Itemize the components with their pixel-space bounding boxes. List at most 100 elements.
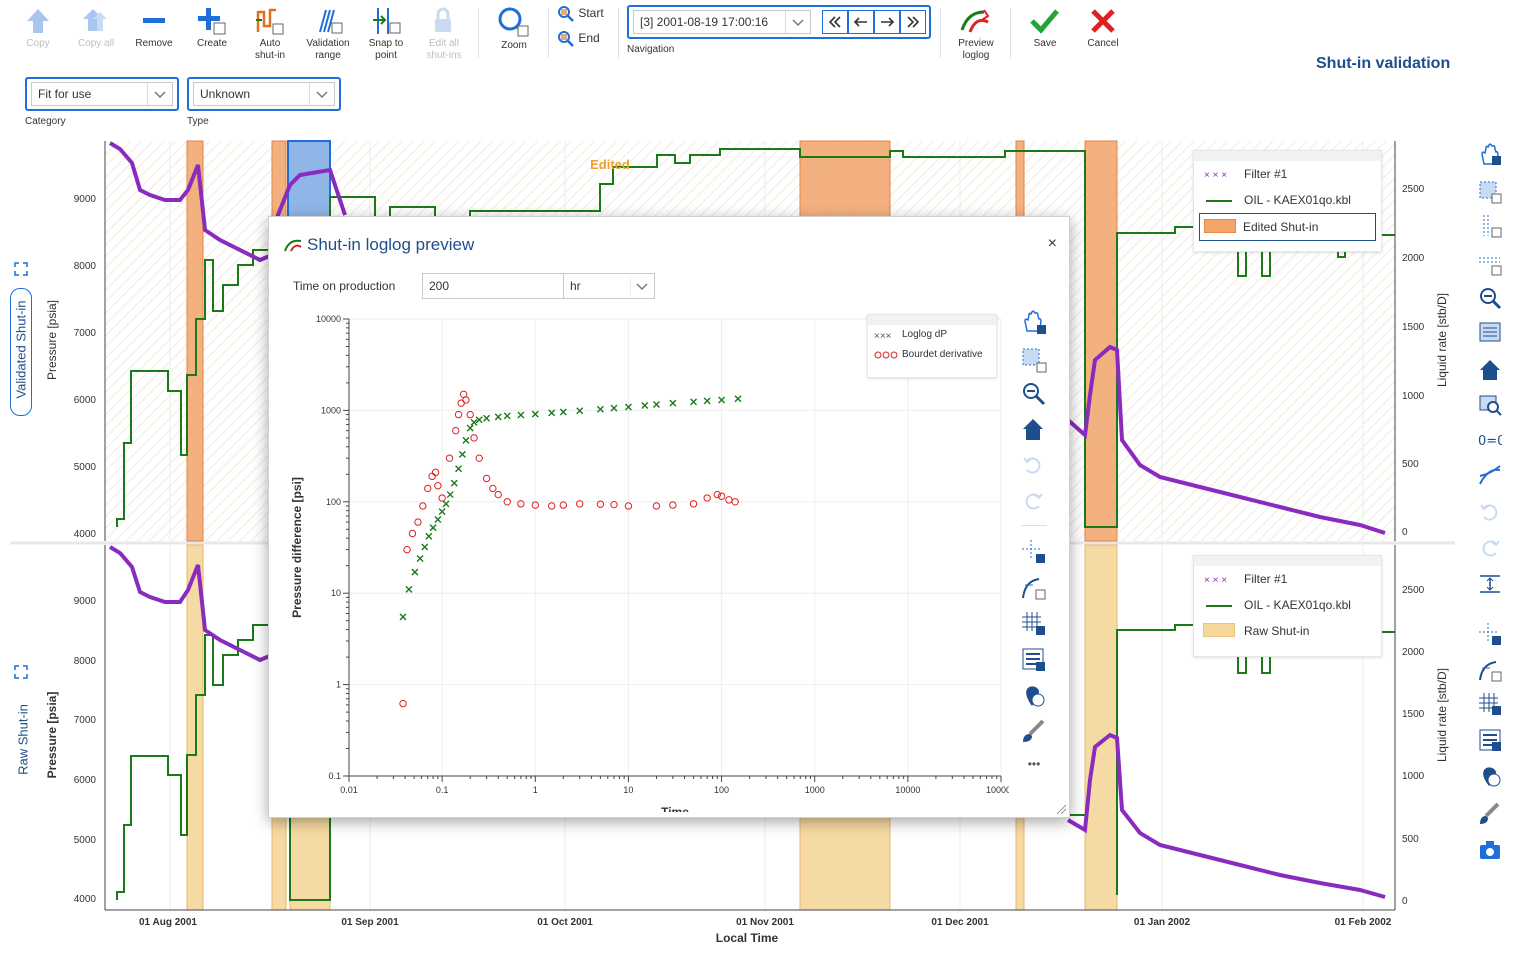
undo-icon[interactable] [1021, 453, 1047, 479]
raw-shutin-label[interactable]: Raw Shut-in [15, 704, 31, 775]
navigation-dropdown[interactable]: [3] 2001-08-19 17:00:16 [633, 10, 811, 34]
loglog-dp-point [429, 524, 437, 532]
home-icon[interactable] [1478, 358, 1502, 382]
lock-icon [435, 7, 451, 32]
snap-to-point-button[interactable]: Snap to point [358, 6, 414, 62]
validation-range-button[interactable]: Validation range [300, 6, 356, 62]
bourdet-point [399, 699, 407, 708]
edit-all-shutins-button[interactable]: Edit all shut-ins [416, 6, 472, 62]
span-icon[interactable] [1478, 572, 1502, 596]
zoom-end-button[interactable]: End [557, 30, 600, 48]
y-tick: 8000 [74, 656, 97, 667]
close-icon[interactable]: × [1047, 235, 1057, 252]
minus-icon [143, 18, 165, 23]
loglog-dp-point [442, 500, 450, 508]
brush-icon[interactable] [1021, 719, 1047, 745]
legend-item-raw-shutin[interactable]: Raw Shut-in [1194, 618, 1381, 644]
copy-all-button[interactable]: Copy all [68, 6, 124, 50]
bourdet-point [424, 484, 432, 493]
loglog-dp-point [425, 532, 433, 540]
swatch-icon [1203, 623, 1235, 637]
crosshair-icon[interactable] [1021, 539, 1047, 565]
home-icon[interactable] [1021, 417, 1047, 443]
legend-item-filter[interactable]: × × × Filter #1 [1204, 167, 1288, 181]
time-on-production-input[interactable]: 200 [422, 273, 565, 299]
nav-last-button[interactable] [900, 10, 926, 34]
zoom-icon[interactable] [1478, 286, 1502, 310]
edited-annotation: Edited [590, 157, 630, 172]
auto-shutin-button[interactable]: Auto shut-in [242, 6, 298, 62]
hover-tooltip-icon[interactable] [1021, 683, 1047, 709]
zoom-box-icon[interactable] [1478, 392, 1502, 416]
pan-icon[interactable] [1021, 309, 1047, 335]
type-dropdown[interactable]: Unknown [193, 82, 335, 106]
bourdet-point [434, 482, 442, 490]
grid-icon[interactable] [1021, 611, 1047, 637]
list-select-icon[interactable] [1478, 320, 1502, 344]
legend-item-filter[interactable]: × × × Filter #1 [1204, 572, 1288, 586]
grid-icon[interactable] [1478, 692, 1502, 716]
zoom-icon[interactable] [1021, 381, 1047, 407]
legend-icon[interactable] [1478, 728, 1502, 752]
resize-handle-icon[interactable] [1055, 803, 1067, 815]
cancel-button[interactable]: Cancel [1075, 6, 1131, 50]
box-select-icon[interactable] [1021, 347, 1047, 373]
legend-item-oil[interactable]: OIL - KAEX01qo.kbl [1194, 187, 1381, 213]
legend-icon[interactable] [1021, 647, 1047, 673]
curve-edit-icon[interactable] [1021, 575, 1047, 601]
zoom-start-button[interactable]: Start [557, 5, 604, 23]
loglog-dp-point [517, 411, 525, 419]
legend-item-bourdet[interactable]: Bourdet derivative [868, 345, 996, 365]
y-tick-label: 1000 [321, 405, 341, 415]
save-button[interactable]: Save [1017, 6, 1073, 50]
crosshair-icon[interactable] [1478, 622, 1502, 646]
curve-edit-icon[interactable] [1478, 658, 1502, 682]
redo-icon[interactable] [1478, 536, 1502, 560]
reset-axes-icon[interactable]: 0=0 [1478, 428, 1502, 452]
camera-icon[interactable] [1478, 838, 1502, 862]
bourdet-point [403, 545, 411, 554]
expand-icon[interactable] [14, 262, 28, 281]
top-plot-legend: × × × Filter #1 OIL - KAEX01qo.kbl Edited… [1193, 150, 1382, 252]
validated-shutin-toggle[interactable]: Validated Shut-in [10, 288, 32, 416]
svg-text:× × ×: × × × [1204, 575, 1227, 584]
toolbar-separator [548, 8, 549, 58]
time-unit-dropdown[interactable]: hr [563, 273, 655, 299]
legend-item-oil[interactable]: OIL - KAEX01qo.kbl [1194, 592, 1381, 618]
remove-button[interactable]: Remove [126, 6, 182, 50]
brush-icon[interactable] [1478, 802, 1502, 826]
undo-icon[interactable] [1478, 500, 1502, 524]
category-dropdown[interactable]: Fit for use [31, 82, 173, 106]
expand-icon[interactable] [14, 665, 28, 684]
bourdet-point [547, 502, 556, 510]
more-options-icon[interactable]: ••• [1027, 757, 1041, 771]
x-range-select-icon[interactable] [1478, 214, 1502, 238]
hover-tooltip-icon[interactable] [1478, 764, 1502, 788]
loglog-dp-point [434, 516, 442, 524]
dialog-title: Shut-in loglog preview [307, 235, 475, 254]
nav-prev-button[interactable] [848, 10, 874, 34]
bourdet-point [428, 472, 436, 481]
bourdet-point [576, 500, 584, 508]
y2-tick: 2500 [1402, 184, 1425, 195]
legend-item-edited-shutin[interactable]: Edited Shut-in [1199, 213, 1376, 241]
redo-icon[interactable] [1021, 489, 1047, 515]
nav-first-button[interactable] [822, 10, 848, 34]
crosshair-curve-icon[interactable] [1478, 464, 1502, 488]
pan-icon[interactable] [1478, 142, 1502, 166]
x-tick-label: 100 [714, 785, 729, 795]
loglog-dp-point [483, 414, 491, 422]
preview-loglog-button[interactable]: Preview loglog [948, 6, 1004, 62]
nav-next-button[interactable] [874, 10, 900, 34]
legend-item-loglog-dp[interactable]: ××× Loglog dP [874, 329, 948, 341]
bourdet-point [419, 502, 427, 510]
y-range-select-icon[interactable] [1478, 252, 1502, 276]
box-select-icon[interactable] [1478, 180, 1502, 204]
zoom-button[interactable]: Zoom [486, 6, 542, 52]
y-tick: 5000 [74, 462, 97, 473]
bourdet-point [494, 490, 502, 499]
zoom-start-icon [558, 6, 574, 22]
create-button[interactable]: Create [184, 6, 240, 50]
copy-button[interactable]: Copy [10, 6, 66, 50]
loglog-chart[interactable]: 0.010.1110100100010000100000100001000100… [279, 307, 1009, 812]
